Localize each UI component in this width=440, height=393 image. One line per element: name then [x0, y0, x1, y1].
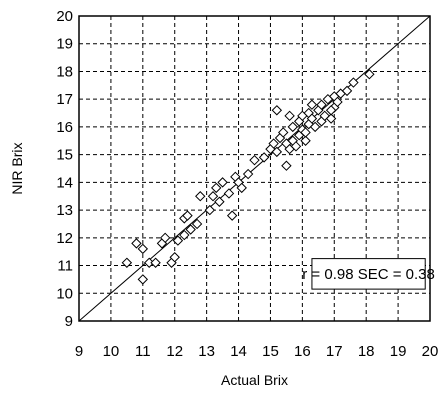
data-point	[309, 121, 321, 133]
data-point	[121, 257, 133, 268]
y-tick-label: 20	[56, 8, 73, 25]
stats-box	[311, 258, 426, 290]
x-tick-label: 17	[326, 343, 343, 360]
data-point	[364, 69, 375, 80]
x-tick-label: 12	[166, 343, 183, 360]
data-points	[121, 69, 375, 285]
data-point	[287, 121, 298, 133]
data-point	[306, 99, 318, 110]
data-point	[284, 110, 295, 122]
data-point	[290, 141, 302, 152]
x-tick-label: 19	[390, 343, 407, 360]
x-tick-label: 13	[198, 343, 215, 360]
y-tick-label: 13	[56, 202, 73, 219]
stats-text: r = 0.98 SEC = 0.38	[302, 266, 435, 283]
data-point	[332, 96, 343, 108]
data-point	[223, 188, 235, 199]
data-point	[325, 105, 337, 116]
data-point	[137, 274, 149, 285]
data-point	[182, 210, 193, 221]
data-point	[271, 105, 283, 116]
data-point	[137, 243, 149, 255]
data-point	[258, 152, 270, 163]
data-point	[204, 204, 216, 216]
y-tick-label: 10	[56, 285, 73, 302]
data-point	[348, 77, 359, 88]
data-point	[191, 218, 203, 230]
data-point	[236, 182, 247, 194]
data-point	[316, 99, 327, 110]
y-tick-label: 9	[65, 313, 73, 330]
data-point	[281, 160, 292, 171]
data-point	[131, 238, 142, 249]
data-point	[169, 252, 180, 263]
x-axis-label: Actual Brix	[221, 372, 288, 388]
y-tick-labels: 9 10 11 12 13 14 15 16 17 18 19 20	[56, 8, 73, 330]
data-point	[214, 196, 225, 207]
y-axis-label: NIR Brix	[9, 142, 25, 194]
y-tick-label: 17	[56, 91, 73, 108]
x-tick-label: 18	[358, 343, 375, 360]
data-point	[306, 113, 318, 124]
data-point	[150, 257, 161, 268]
reference-line	[78, 15, 431, 322]
y-tick-label: 16	[56, 119, 73, 136]
data-point	[207, 191, 219, 202]
x-tick-label: 16	[294, 343, 311, 360]
x-tick-label: 10	[103, 343, 120, 360]
plot-frame	[78, 15, 431, 322]
data-point	[226, 210, 238, 221]
y-tick-label: 19	[56, 36, 73, 53]
x-tick-label: 9	[75, 343, 83, 360]
y-tick-label: 14	[56, 174, 73, 191]
data-point	[211, 182, 222, 194]
data-point	[185, 224, 196, 235]
y-tick-label: 18	[56, 63, 73, 80]
data-point	[278, 127, 289, 138]
x-tick-labels: 9 10 11 12 13 14 15 16 17 18 19 20	[75, 343, 439, 360]
x-tick-label: 11	[135, 343, 151, 360]
data-point	[159, 232, 171, 244]
data-point	[242, 168, 254, 180]
data-point	[341, 85, 353, 97]
data-point	[249, 154, 260, 166]
data-point	[195, 191, 206, 202]
data-point	[179, 229, 190, 241]
x-tick-label: 14	[230, 343, 247, 360]
data-point	[268, 138, 279, 149]
x-tick-label: 20	[422, 343, 439, 360]
data-point	[217, 177, 228, 188]
y-tick-label: 12	[56, 230, 73, 247]
x-tick-label: 15	[262, 343, 279, 360]
y-tick-label: 15	[56, 147, 73, 164]
y-tick-label: 11	[57, 258, 73, 275]
data-point	[172, 235, 184, 246]
data-point	[325, 113, 337, 124]
data-point	[271, 146, 283, 158]
data-point	[300, 135, 311, 146]
data-point	[300, 127, 311, 138]
